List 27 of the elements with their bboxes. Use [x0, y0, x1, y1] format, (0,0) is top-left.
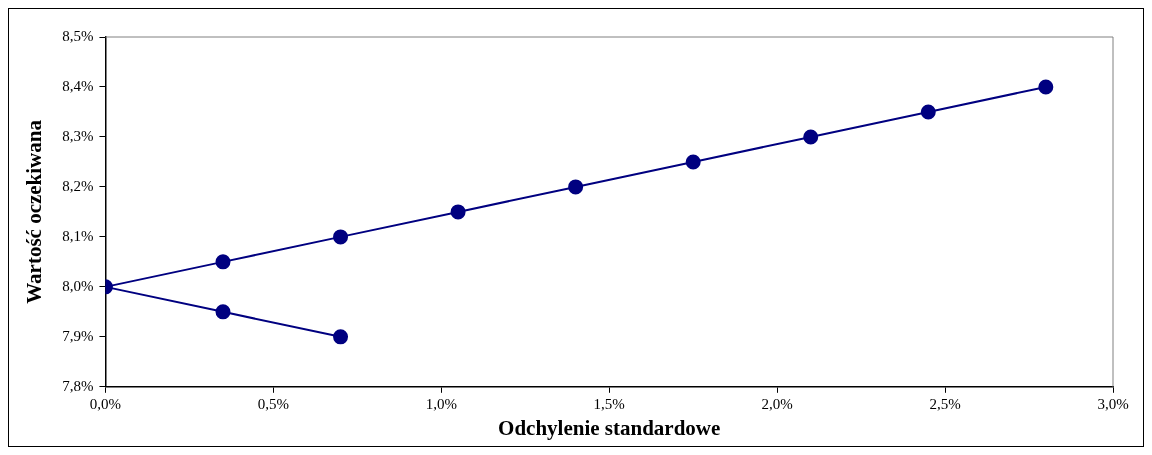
y-tick-label: 7,8%: [62, 377, 94, 394]
x-tick-label: 3,0%: [1097, 395, 1129, 412]
point: [920, 104, 936, 120]
y-tick-label: 8,3%: [62, 127, 94, 144]
y-tick-label: 8,2%: [62, 177, 94, 194]
point: [215, 254, 231, 270]
point: [803, 129, 819, 145]
y-tick-label: 7,9%: [62, 327, 94, 344]
y-axis-title: Wartość oczekiwana: [22, 119, 47, 304]
point: [685, 154, 701, 170]
y-tick-label: 8,1%: [62, 227, 94, 244]
y-tick-label: 8,5%: [62, 27, 94, 44]
point: [1038, 79, 1054, 95]
point: [333, 329, 349, 345]
point: [568, 179, 584, 195]
y-tick-label: 8,0%: [62, 277, 94, 294]
x-tick-label: 0,5%: [257, 395, 289, 412]
y-tick-label: 8,4%: [62, 77, 94, 94]
x-tick-label: 1,5%: [593, 395, 625, 412]
x-tick-label: 0,0%: [89, 395, 122, 412]
x-tick-label: 2,0%: [761, 395, 793, 412]
point: [333, 229, 349, 245]
x-tick-label: 1,0%: [425, 395, 457, 412]
point: [450, 204, 466, 220]
point: [215, 304, 231, 320]
x-tick-label: 2,5%: [929, 395, 961, 412]
x-axis-title: Odchylenie standardowe: [498, 415, 721, 440]
